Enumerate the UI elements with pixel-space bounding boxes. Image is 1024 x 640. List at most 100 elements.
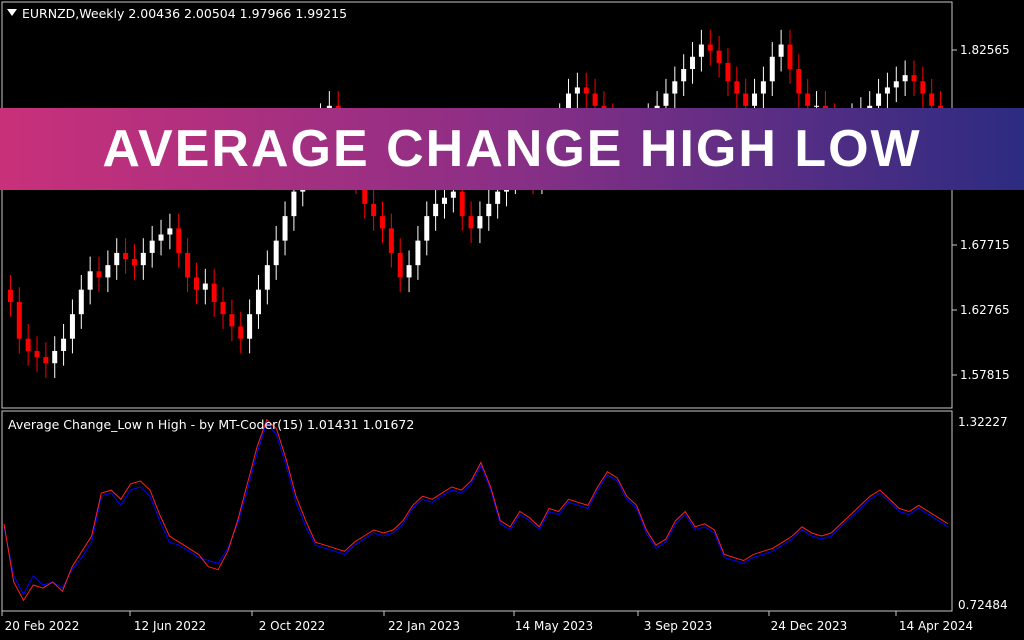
candle-body	[264, 265, 270, 290]
time-label: 14 May 2023	[515, 619, 593, 633]
candle-body	[96, 271, 102, 278]
candle-body	[291, 191, 297, 217]
candle-body	[902, 75, 908, 82]
candle-body	[406, 265, 412, 278]
candle-body	[486, 203, 492, 217]
candle-body	[167, 228, 173, 235]
candle-body	[778, 44, 784, 57]
candle-body	[176, 228, 182, 253]
indicator-scale-label: 0.72484	[958, 598, 1008, 612]
candle-body	[929, 93, 935, 106]
candle-body	[805, 93, 811, 106]
candle-body	[362, 179, 368, 204]
candle-body	[34, 350, 40, 358]
candle-body	[87, 271, 93, 290]
time-axis: 20 Feb 2022 12 Jun 2022 2 Oct 2022 22 Jan 2…	[1, 611, 973, 633]
indicator-title: Average Change_Low n High - by MT-Coder(…	[8, 417, 415, 432]
candle-body	[255, 289, 261, 315]
candle-body	[140, 252, 146, 266]
candle-body	[43, 357, 49, 364]
candle-body	[450, 191, 456, 198]
candle-body	[25, 338, 31, 351]
candle-body	[707, 44, 713, 51]
candle-body	[158, 234, 164, 241]
candles-group	[7, 29, 944, 378]
indicator-high-line	[3, 418, 949, 602]
candle-body	[876, 93, 882, 106]
candle-body	[211, 283, 217, 302]
time-label: 2 Oct 2022	[259, 619, 326, 633]
candle-body	[814, 105, 820, 107]
candle-body	[371, 203, 377, 217]
candle-body	[698, 44, 704, 57]
candle-body	[769, 56, 775, 82]
candle-body	[911, 75, 917, 82]
price-label: 1.82565	[960, 43, 1010, 57]
price-label: 1.57815	[960, 368, 1010, 382]
candle-body	[574, 87, 580, 94]
candle-body	[752, 93, 758, 106]
candle-body	[229, 314, 235, 327]
candle-body	[379, 216, 385, 229]
candle-body	[78, 289, 84, 315]
candle-body	[220, 301, 226, 315]
indicator-scale-label: 1.32227	[958, 415, 1008, 429]
candle-body	[663, 93, 669, 106]
candle-body	[884, 87, 890, 94]
candle-body	[238, 326, 244, 339]
candle-body	[796, 69, 802, 94]
candle-body	[149, 240, 155, 253]
candle-body	[388, 228, 394, 253]
price-label: 1.62765	[960, 303, 1010, 317]
candle-body	[247, 314, 253, 339]
candle-body	[716, 50, 722, 63]
title-banner: AVERAGE CHANGE HIGH LOW	[0, 108, 1024, 190]
candle-body	[734, 81, 740, 94]
time-label: 3 Sep 2023	[644, 619, 712, 633]
indicator-axis: 1.32227 0.72484	[958, 415, 1008, 612]
candle-body	[920, 81, 926, 94]
candle-body	[131, 259, 137, 266]
candle-body	[16, 301, 22, 339]
candle-body	[468, 216, 474, 229]
candle-body	[477, 216, 483, 229]
banner-text: AVERAGE CHANGE HIGH LOW	[102, 120, 922, 178]
candle-body	[123, 252, 129, 260]
candle-body	[185, 252, 191, 278]
symbol-info: EURNZD,Weekly 2.00436 2.00504 1.97966 1.…	[22, 6, 348, 21]
candle-body	[69, 314, 75, 339]
candle-body	[725, 62, 731, 82]
time-label: 20 Feb 2022	[5, 619, 80, 633]
candle-body	[433, 203, 439, 217]
candle-body	[415, 240, 421, 266]
main-chart-frame	[1, 1, 953, 409]
collapse-triangle-icon[interactable]	[7, 9, 17, 16]
candle-body	[61, 338, 67, 351]
candle-body	[282, 216, 288, 241]
indicator-frame	[1, 410, 953, 612]
candle-body	[105, 265, 111, 278]
candle-body	[583, 87, 589, 94]
price-axis: 1.82565 1.67715 1.62765 1.57815	[952, 43, 1010, 382]
price-label: 1.67715	[960, 238, 1010, 252]
candle-body	[441, 197, 447, 204]
candle-body	[424, 216, 430, 241]
candle-body	[690, 56, 696, 70]
candle-body	[202, 283, 208, 290]
candle-body	[273, 240, 279, 266]
candle-body	[193, 277, 199, 290]
indicator-lines	[3, 418, 949, 602]
time-label: 24 Dec 2023	[771, 619, 848, 633]
candle-body	[7, 289, 13, 302]
time-label: 14 Apr 2024	[899, 619, 973, 633]
candle-body	[787, 44, 793, 70]
candle-body	[459, 191, 465, 217]
candle-body	[743, 93, 749, 106]
candle-body	[397, 252, 403, 278]
candle-body	[893, 81, 899, 88]
candle-body	[760, 81, 766, 94]
time-label: 22 Jan 2023	[388, 619, 460, 633]
indicator-low-line	[3, 421, 949, 596]
candle-body	[52, 350, 58, 364]
